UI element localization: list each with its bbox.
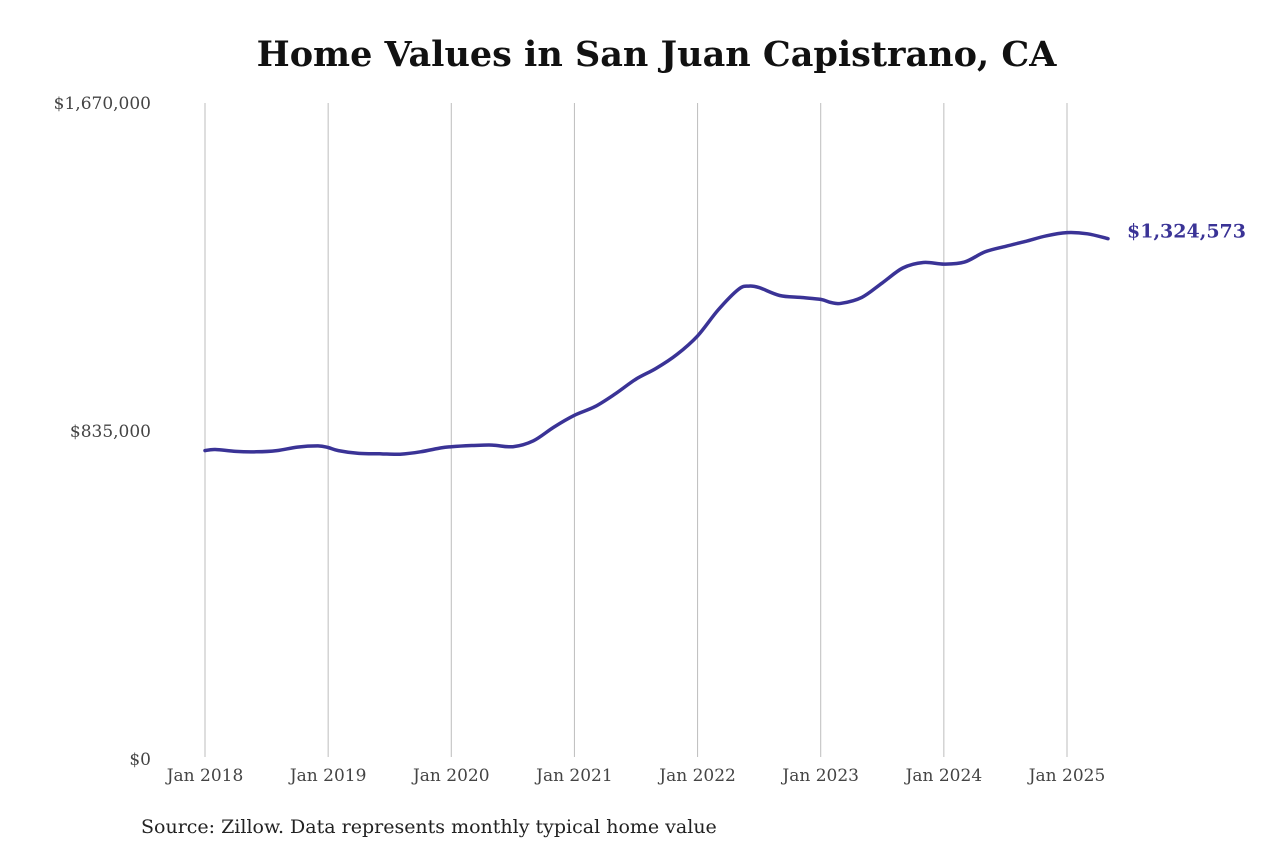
gridlines	[204, 103, 1068, 757]
x-tick-label: Jan 2020	[411, 766, 490, 786]
last-value-label: $1,324,573	[1127, 221, 1246, 243]
y-axis-ticks: $0 $835,000 $1,670,000	[54, 94, 151, 770]
series-layer	[203, 230, 1110, 457]
y-tick-label: $0	[129, 750, 151, 770]
x-tick-label: Jan 2019	[288, 766, 367, 786]
home-value-line	[203, 230, 1110, 457]
y-tick-label: $835,000	[70, 422, 151, 442]
x-tick-label: Jan 2025	[1027, 766, 1106, 786]
x-tick-label: Jan 2023	[780, 766, 859, 786]
y-tick-label: $1,670,000	[54, 94, 151, 114]
x-axis-ticks: Jan 2018 Jan 2019 Jan 2020 Jan 2021 Jan 2022…	[165, 766, 1106, 786]
x-tick-label: Jan 2021	[534, 766, 613, 786]
x-tick-label: Jan 2022	[657, 766, 736, 786]
x-tick-label: Jan 2018	[165, 766, 244, 786]
source-note: Source: Zillow. Data represents monthly …	[141, 816, 717, 838]
chart-title: Home Values in San Juan Capistrano, CA	[256, 34, 1057, 75]
annotation-layer: $1,324,573	[1127, 221, 1246, 243]
x-tick-label: Jan 2024	[904, 766, 983, 786]
